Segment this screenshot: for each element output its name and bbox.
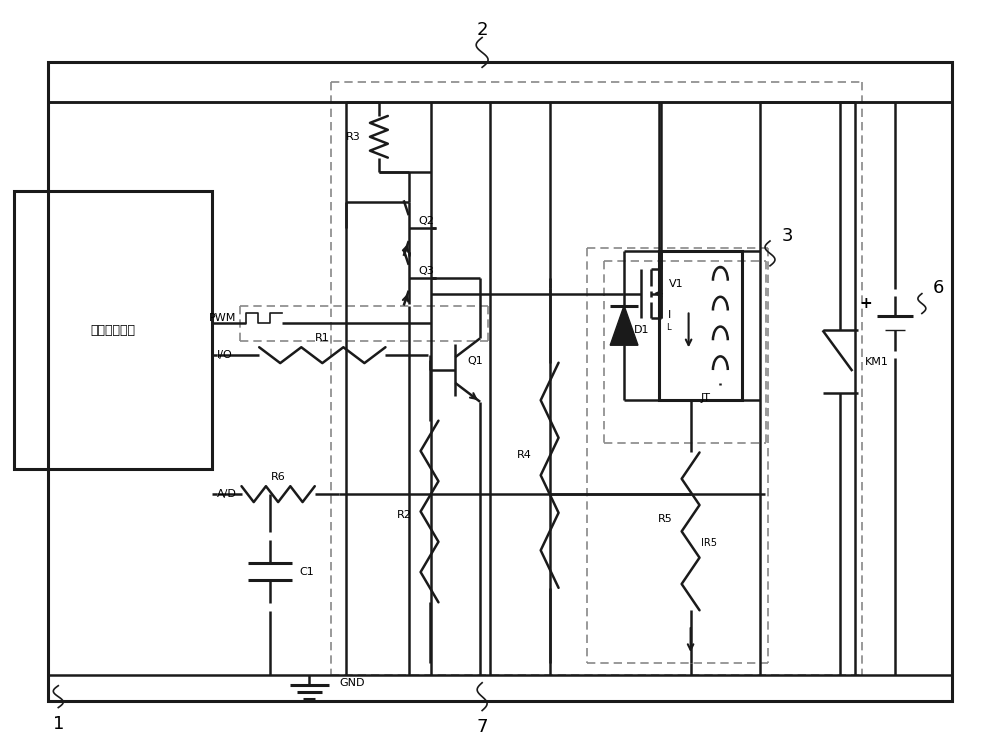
Text: JT: JT	[701, 393, 711, 403]
Text: R6: R6	[271, 472, 286, 482]
Text: R2: R2	[397, 510, 412, 520]
Text: Q3: Q3	[419, 266, 434, 276]
Text: R3: R3	[346, 132, 361, 142]
Text: 3: 3	[782, 227, 794, 245]
Text: KM1: KM1	[865, 356, 889, 367]
Text: R1: R1	[315, 333, 330, 344]
Text: I/O: I/O	[217, 350, 233, 360]
Text: A/D: A/D	[217, 489, 237, 499]
Text: R5: R5	[658, 514, 673, 525]
Text: C1: C1	[299, 566, 314, 577]
Text: Q2: Q2	[419, 216, 434, 226]
Text: IR5: IR5	[701, 538, 717, 548]
Text: I: I	[667, 310, 671, 320]
Text: 2: 2	[476, 20, 488, 39]
Text: GND: GND	[339, 678, 365, 688]
Polygon shape	[610, 306, 638, 345]
Text: D1: D1	[634, 325, 650, 335]
Text: PWM: PWM	[209, 313, 236, 323]
Text: 6: 6	[933, 279, 944, 297]
Text: 1: 1	[53, 716, 64, 733]
Text: +: +	[859, 296, 872, 311]
Text: 7: 7	[476, 719, 488, 736]
Text: V1: V1	[669, 279, 683, 288]
Text: Q1: Q1	[467, 356, 483, 366]
Text: 微处理器模块: 微处理器模块	[90, 324, 135, 337]
Text: R4: R4	[517, 451, 532, 461]
Text: L: L	[666, 323, 671, 332]
